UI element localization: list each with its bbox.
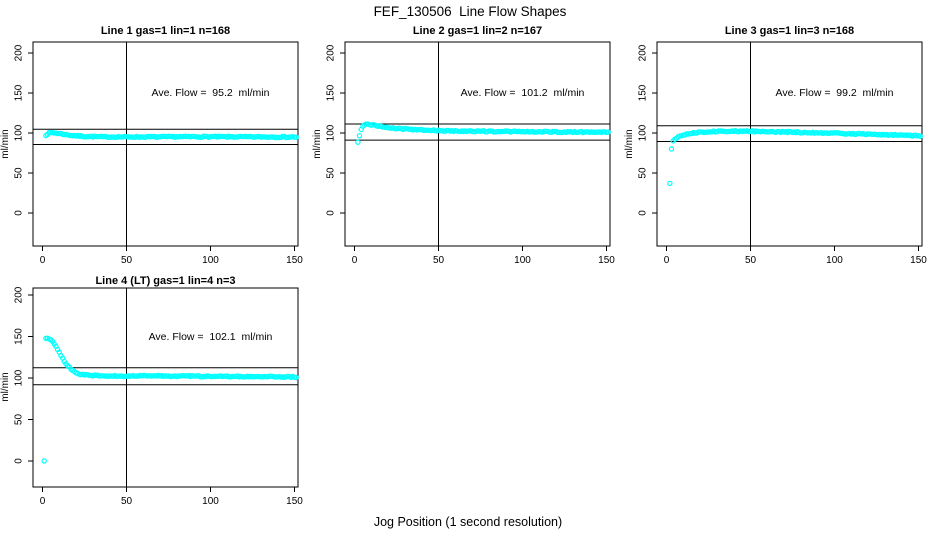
- y-axis-label: ml/min: [0, 129, 11, 158]
- y-tick-label: 200: [14, 44, 25, 61]
- x-tick-label: 150: [910, 255, 927, 266]
- x-tick-label: 50: [745, 255, 757, 266]
- x-tick-label: 0: [352, 255, 358, 266]
- panel-line-1: Line 1 gas=1 lin=1 n=168 Ave. Flow = 95.…: [0, 25, 303, 266]
- y-axis-ticks: 0 50 100 150 200: [638, 44, 657, 216]
- y-axis-label: ml/min: [312, 129, 323, 158]
- plot-area: 0 50 100 150 200 0 50 100 150: [14, 41, 303, 266]
- y-tick-label: 100: [326, 124, 337, 141]
- x-tick-label: 50: [121, 255, 133, 266]
- y-tick-label: 0: [14, 210, 25, 216]
- panel-title: Line 2 gas=1 lin=2 n=167: [413, 25, 542, 37]
- y-tick-label: 50: [14, 167, 25, 179]
- plot-area: 0 50 100 150 200 0 50 100 150: [638, 41, 927, 266]
- plot-box: [344, 41, 611, 247]
- x-tick-label: 50: [121, 496, 133, 507]
- y-axis-ticks: 0 50 100 150 200: [14, 286, 33, 464]
- panel-title: Line 3 gas=1 lin=3 n=168: [725, 25, 854, 37]
- x-tick-label: 100: [202, 496, 219, 507]
- y-tick-label: 50: [14, 414, 25, 426]
- x-axis-label: Jog Position (1 second resolution): [374, 515, 562, 529]
- x-tick-label: 0: [40, 255, 46, 266]
- plot-box: [656, 41, 923, 247]
- y-tick-label: 150: [326, 84, 337, 101]
- ave-flow-annotation: Ave. Flow = 99.2 ml/min: [776, 87, 894, 99]
- y-axis-label: ml/min: [624, 129, 635, 158]
- y-axis-label: ml/min: [0, 372, 11, 401]
- y-tick-label: 200: [638, 44, 649, 61]
- data-points: [43, 129, 299, 141]
- data-points: [355, 121, 611, 145]
- y-axis-ticks: 0 50 100 150 200: [14, 44, 33, 216]
- panel-line-3: Line 3 gas=1 lin=3 n=168 Ave. Flow = 99.…: [624, 25, 927, 266]
- x-tick-label: 100: [202, 255, 219, 266]
- x-tick-label: 150: [286, 255, 303, 266]
- y-tick-label: 150: [638, 84, 649, 101]
- y-axis-ticks: 0 50 100 150 200: [326, 44, 345, 216]
- x-tick-label: 0: [40, 496, 46, 507]
- reference-lines: [33, 128, 298, 145]
- panel-line-4: Line 4 (LT) gas=1 lin=4 n=3 Ave. Flow = …: [0, 275, 303, 507]
- y-tick-label: 0: [14, 458, 25, 464]
- plot-area: 0 50 100 150 200 0 50 100 150: [14, 286, 304, 507]
- x-axis-ticks: 0 50 100 150: [40, 246, 303, 266]
- y-tick-label: 200: [326, 44, 337, 61]
- y-tick-label: 150: [14, 84, 25, 101]
- reference-lines: [33, 367, 298, 386]
- panel-line-2: Line 2 gas=1 lin=2 n=167 Ave. Flow = 101…: [312, 25, 615, 266]
- ave-flow-annotation: Ave. Flow = 95.2 ml/min: [152, 87, 270, 99]
- data-points: [41, 335, 299, 464]
- x-tick-label: 0: [664, 255, 670, 266]
- x-tick-label: 100: [826, 255, 843, 266]
- y-tick-label: 100: [14, 124, 25, 141]
- ave-flow-annotation: Ave. Flow = 101.2 ml/min: [461, 87, 585, 99]
- y-tick-label: 200: [14, 286, 25, 303]
- x-tick-label: 150: [598, 255, 615, 266]
- plot-area: 0 50 100 150 200 0 50 100 150: [326, 41, 615, 266]
- y-tick-label: 100: [14, 369, 25, 386]
- panel-title: Line 4 (LT) gas=1 lin=4 n=3: [95, 275, 235, 287]
- reference-lines: [657, 125, 922, 143]
- y-tick-label: 50: [326, 167, 337, 179]
- figure-title: FEF_130506 Line Flow Shapes: [374, 4, 567, 19]
- data-points: [667, 127, 923, 187]
- x-tick-label: 150: [286, 496, 303, 507]
- x-axis-ticks: 0 50 100 150: [664, 246, 927, 266]
- reference-lines: [345, 123, 610, 141]
- x-tick-label: 100: [514, 255, 531, 266]
- y-tick-label: 150: [14, 328, 25, 345]
- ave-flow-annotation: Ave. Flow = 102.1 ml/min: [149, 331, 273, 343]
- y-tick-label: 0: [326, 210, 337, 216]
- x-axis-ticks: 0 50 100 150: [40, 487, 303, 507]
- plot-box: [32, 287, 299, 488]
- x-axis-ticks: 0 50 100 150: [352, 246, 615, 266]
- y-tick-label: 100: [638, 124, 649, 141]
- y-tick-label: 50: [638, 167, 649, 179]
- y-tick-label: 0: [638, 210, 649, 216]
- panel-title: Line 1 gas=1 lin=1 n=168: [101, 25, 230, 37]
- x-tick-label: 50: [433, 255, 445, 266]
